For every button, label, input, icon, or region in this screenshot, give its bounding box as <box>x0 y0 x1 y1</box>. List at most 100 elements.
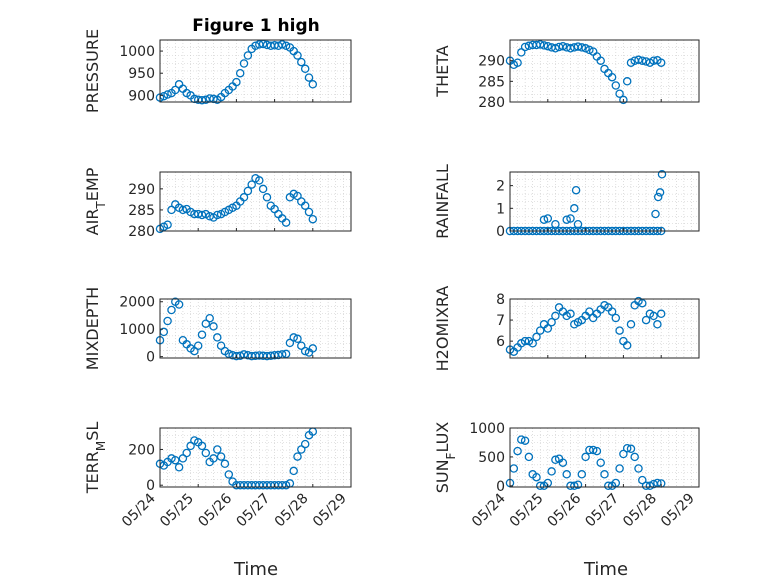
data-point <box>243 51 253 60</box>
data-point <box>524 452 534 462</box>
data-point <box>638 298 647 308</box>
x-tick-label: 05/27 <box>234 491 274 531</box>
data-point <box>308 214 318 224</box>
y-tick-label: 6 <box>496 334 505 350</box>
y-axis-label: TERRMSL <box>83 422 108 495</box>
data-point <box>255 176 264 185</box>
y-tick-label: 7 <box>496 313 505 329</box>
subplot-mixdepth: 0 1000 2000 MIXDEPTH <box>83 287 352 370</box>
y-tick-label: 500 <box>478 450 505 466</box>
data-point <box>293 452 302 461</box>
data-point <box>300 201 310 210</box>
data-point <box>532 472 541 482</box>
data-point <box>532 332 541 342</box>
data-point <box>224 470 234 479</box>
data-point <box>277 40 287 49</box>
y-tick-label: 0 <box>146 350 155 366</box>
data-point <box>577 43 587 52</box>
data-point <box>634 464 643 473</box>
data-point <box>513 446 522 456</box>
data-point <box>220 459 230 469</box>
subplot-rainfall: 0 1 2 RAINFALL <box>433 164 700 240</box>
y-tick-label: 2 <box>496 179 505 195</box>
data-point <box>293 334 302 344</box>
data-point <box>649 311 658 321</box>
data-point <box>547 317 556 327</box>
x-axis-label-left: Time <box>233 559 278 580</box>
data-point <box>535 326 545 335</box>
data-point <box>171 455 180 465</box>
data-point <box>655 188 665 197</box>
data-point <box>197 441 207 451</box>
y-tick-label: 200 <box>128 442 155 458</box>
data-point <box>213 210 222 220</box>
data-point <box>543 324 553 333</box>
data-point <box>558 41 568 51</box>
data-point <box>585 307 594 316</box>
data-point <box>297 57 306 67</box>
y-tick-label: 290 <box>128 182 155 198</box>
data-point <box>205 313 214 323</box>
data-point <box>649 56 658 65</box>
data-point <box>547 467 556 476</box>
data-point <box>596 458 605 467</box>
data-point <box>174 463 184 472</box>
axes-box <box>159 39 352 103</box>
y-axis-label: SUNFLUX <box>433 422 458 494</box>
data-point <box>251 41 260 51</box>
data-point <box>570 481 579 491</box>
y-axis-label: PRESSURE <box>83 29 102 113</box>
data-point <box>543 41 553 51</box>
data-point <box>258 184 268 194</box>
data-point <box>656 58 666 67</box>
data-point <box>232 351 241 361</box>
data-point <box>239 193 249 202</box>
data-point <box>581 452 590 462</box>
y-tick-label: 0 <box>146 478 155 494</box>
x-tick-label: 05/28 <box>620 491 660 531</box>
y-axis-label: MIXDEPTH <box>83 287 102 370</box>
data-point <box>630 452 639 462</box>
data-point <box>573 42 583 51</box>
x-tick-label: 05/28 <box>272 491 312 531</box>
data-point <box>174 300 184 309</box>
data-point <box>535 40 545 49</box>
data-point <box>304 73 314 82</box>
data-point <box>213 333 222 342</box>
x-tick-label: 05/25 <box>507 491 547 531</box>
data-point <box>638 475 647 485</box>
data-point <box>641 481 651 491</box>
data-point <box>308 344 318 353</box>
axes-box <box>159 427 352 488</box>
data-point <box>626 444 636 454</box>
data-point <box>297 341 306 350</box>
y-axis-label: AIRTEMP <box>83 167 108 235</box>
data-point <box>232 77 241 87</box>
data-point <box>551 311 560 321</box>
data-point <box>528 339 537 348</box>
data-point <box>638 56 647 65</box>
x-tick-label: 05/29 <box>658 491 698 531</box>
data-point <box>622 443 632 453</box>
data-point <box>517 435 526 444</box>
data-point <box>300 346 310 356</box>
data-point <box>651 209 660 219</box>
y-tick-label: 280 <box>478 95 505 111</box>
subplot-pressure: 900 950 1000 PRESSURE <box>83 29 352 113</box>
data-point <box>577 470 587 479</box>
x-tick-label: 05/26 <box>195 490 235 530</box>
data-point <box>615 326 624 335</box>
data-point <box>656 309 666 319</box>
data-point <box>539 41 549 50</box>
y-tick-label: 900 <box>128 88 155 104</box>
data-point <box>182 448 191 458</box>
data-point <box>197 330 207 339</box>
data-point <box>213 445 222 454</box>
data-point <box>626 320 636 329</box>
y-tick-label: 2000 <box>119 295 155 311</box>
data-point <box>592 446 602 456</box>
data-point <box>570 204 579 213</box>
data-point <box>281 218 291 227</box>
